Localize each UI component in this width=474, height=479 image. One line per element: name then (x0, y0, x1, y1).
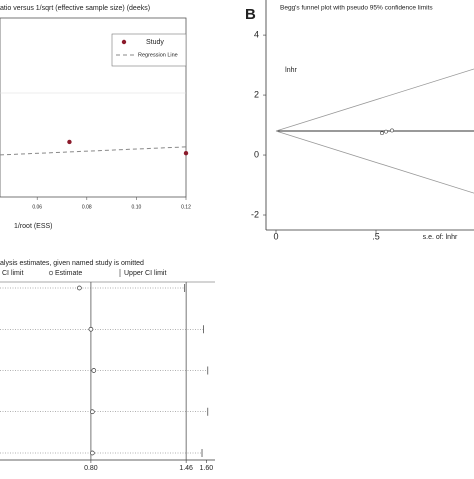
legend-label: CI limit (2, 270, 23, 277)
x-tick-label: 0.10 (132, 204, 142, 210)
pseudo-ci-line (275, 130, 474, 194)
estimate (77, 285, 82, 291)
regression-line (0, 146, 187, 156)
legend-label: Estimate (55, 270, 82, 277)
study-point (390, 128, 394, 133)
study-point (384, 129, 388, 134)
y-tick-label: 2 (254, 89, 259, 99)
x-tick-label: 1.60 (200, 465, 214, 472)
pseudo-ci-line (275, 68, 474, 132)
legend-label: Upper CI limit (124, 270, 166, 277)
x-tick-label: 0.80 (84, 465, 98, 472)
estimate (88, 326, 94, 332)
estimate (91, 368, 97, 373)
title: Begg's funnel plot with pseudo 95% confi… (280, 5, 433, 12)
legend-label: Regression Line (138, 52, 178, 58)
title: atio versus 1/sqrt (effective sample siz… (0, 5, 150, 12)
estimate (89, 450, 95, 456)
x-tick-label: 1.46 (179, 465, 193, 472)
x-tick-label: 0 (273, 231, 278, 241)
y-tick-label: 4 (254, 29, 259, 39)
x-tick-label: 0.06 (32, 204, 42, 210)
legend-marker (121, 39, 127, 45)
y-tick-label: -2 (251, 209, 259, 219)
deeks-frame (0, 17, 187, 198)
title: alysis estimates, given named study is o… (0, 260, 144, 267)
legend-label: Study (146, 39, 164, 46)
y-tick-label: 0 (254, 149, 259, 159)
x-axis-label: s.e. of: lnhr (423, 234, 458, 241)
study-point (380, 131, 384, 136)
study-point (183, 150, 189, 156)
x-axis-label: 1/root (ESS) (14, 223, 53, 230)
x-tick-label: 0.12 (181, 204, 191, 210)
y-axis-label: lnhr (285, 67, 297, 74)
panel-label: B (245, 6, 256, 23)
estimate (89, 409, 95, 415)
legend-marker (48, 270, 54, 276)
deeks-legend (111, 33, 187, 67)
x-tick-label: .5 (372, 231, 380, 241)
x-tick-label: 0.08 (82, 204, 92, 210)
study-point (67, 139, 72, 145)
